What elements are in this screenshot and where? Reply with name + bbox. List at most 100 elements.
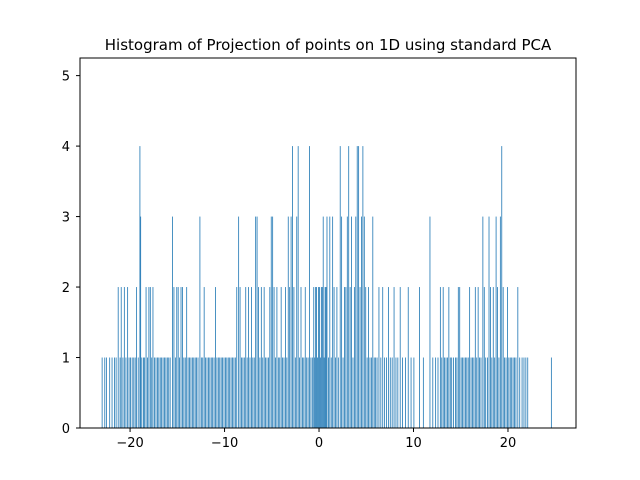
histogram-bar bbox=[238, 216, 240, 428]
histogram-bar bbox=[140, 216, 142, 428]
histogram-bar bbox=[174, 357, 176, 428]
histogram-bar bbox=[464, 357, 466, 428]
histogram-bar bbox=[131, 357, 133, 428]
histogram-bar bbox=[241, 357, 242, 428]
histogram-bar bbox=[270, 216, 272, 428]
histogram-bar bbox=[173, 287, 175, 428]
histogram-bar bbox=[319, 357, 321, 428]
y-tick-label: 0 bbox=[62, 422, 70, 437]
histogram-bar bbox=[499, 216, 501, 428]
histogram-bar bbox=[492, 287, 494, 428]
histogram-bar bbox=[225, 357, 226, 428]
histogram-bar bbox=[310, 357, 312, 428]
histogram-bar bbox=[525, 357, 527, 428]
histogram-bar bbox=[144, 357, 146, 428]
histogram-bar bbox=[335, 357, 336, 428]
histogram-bar bbox=[187, 357, 189, 428]
histogram-bar bbox=[389, 357, 391, 428]
histogram-bar bbox=[441, 357, 443, 428]
y-tick-label: 4 bbox=[62, 140, 70, 155]
histogram-bar bbox=[410, 357, 412, 428]
histogram-bar bbox=[375, 357, 377, 428]
histogram-bar bbox=[323, 357, 325, 428]
histogram-bar bbox=[156, 357, 158, 428]
histogram-bar bbox=[166, 357, 168, 428]
histogram-bar bbox=[200, 357, 202, 428]
histogram-bar bbox=[449, 357, 451, 428]
histogram-bar bbox=[368, 287, 369, 428]
histogram-bar bbox=[479, 357, 480, 428]
histogram-bar bbox=[199, 216, 201, 428]
histogram-bar bbox=[325, 287, 327, 428]
histogram-bar bbox=[407, 287, 409, 428]
histogram-bar bbox=[508, 357, 510, 428]
histogram-bar bbox=[161, 357, 163, 428]
histogram-bar bbox=[466, 357, 468, 428]
histogram-bar bbox=[422, 357, 424, 428]
histogram-bar bbox=[212, 357, 214, 428]
histogram-bar bbox=[279, 357, 281, 428]
histogram-bar bbox=[349, 287, 351, 428]
histogram-bar bbox=[202, 357, 204, 428]
histogram-bar bbox=[152, 287, 154, 428]
histogram-bar bbox=[242, 357, 244, 428]
plot-frame bbox=[79, 57, 577, 429]
histogram-bar bbox=[515, 357, 517, 428]
histogram-bar bbox=[307, 357, 309, 428]
histogram-bar bbox=[397, 357, 399, 428]
histogram-bar bbox=[344, 287, 345, 428]
histogram-bar bbox=[365, 287, 367, 428]
histogram-bar bbox=[309, 146, 310, 428]
histogram-bar bbox=[523, 357, 525, 428]
histogram-bar bbox=[358, 146, 360, 428]
histogram-bar bbox=[435, 357, 437, 428]
histogram-bar bbox=[370, 357, 372, 428]
histogram-bar bbox=[453, 357, 454, 428]
histogram-bar bbox=[451, 357, 453, 428]
histogram-bar bbox=[255, 216, 257, 428]
histogram-bar bbox=[262, 357, 264, 428]
histogram-bar bbox=[176, 287, 178, 428]
histogram-bar bbox=[342, 357, 344, 428]
histogram-bar bbox=[169, 357, 171, 428]
histogram-bar bbox=[177, 287, 179, 428]
histogram-bar bbox=[480, 357, 482, 428]
histogram-bar bbox=[320, 287, 322, 428]
bars-layer bbox=[101, 146, 552, 428]
histogram-bar bbox=[356, 146, 358, 428]
histogram-bar bbox=[332, 216, 334, 428]
histogram-bar bbox=[155, 357, 157, 428]
histogram-bar bbox=[227, 357, 229, 428]
histogram-bar bbox=[348, 146, 350, 428]
histogram-bar bbox=[395, 357, 397, 428]
histogram-bar bbox=[168, 357, 170, 428]
chart-title: Histogram of Projection of points on 1D … bbox=[105, 36, 552, 54]
histogram-bar bbox=[133, 357, 135, 428]
histogram-bar bbox=[330, 357, 332, 428]
histogram-bar bbox=[280, 287, 282, 428]
histogram-bar bbox=[361, 216, 362, 428]
histogram-bar bbox=[366, 357, 368, 428]
histogram-bar bbox=[333, 287, 335, 428]
histogram-bar bbox=[182, 287, 183, 428]
histogram-bar bbox=[318, 287, 319, 428]
histogram-bar bbox=[352, 357, 354, 428]
histogram-bar bbox=[249, 357, 251, 428]
histogram-bar bbox=[355, 216, 357, 428]
x-tick-label: −10 bbox=[211, 436, 238, 451]
histogram-bar bbox=[319, 287, 320, 428]
y-axis: 0 1 2 3 4 5 bbox=[62, 70, 80, 437]
histogram-bar bbox=[300, 287, 302, 428]
histogram-bar bbox=[304, 287, 306, 428]
histogram-bar bbox=[248, 287, 249, 428]
histogram-bar bbox=[260, 287, 262, 428]
histogram-bar bbox=[203, 287, 205, 428]
histogram-bar bbox=[527, 357, 529, 428]
histogram-bar bbox=[363, 216, 365, 428]
histogram-bar bbox=[467, 357, 469, 428]
histogram-bar bbox=[263, 287, 265, 428]
histogram-bar bbox=[445, 357, 447, 428]
y-tick-label: 2 bbox=[62, 281, 70, 296]
histogram-bar bbox=[439, 287, 441, 428]
histogram-bar bbox=[217, 357, 219, 428]
